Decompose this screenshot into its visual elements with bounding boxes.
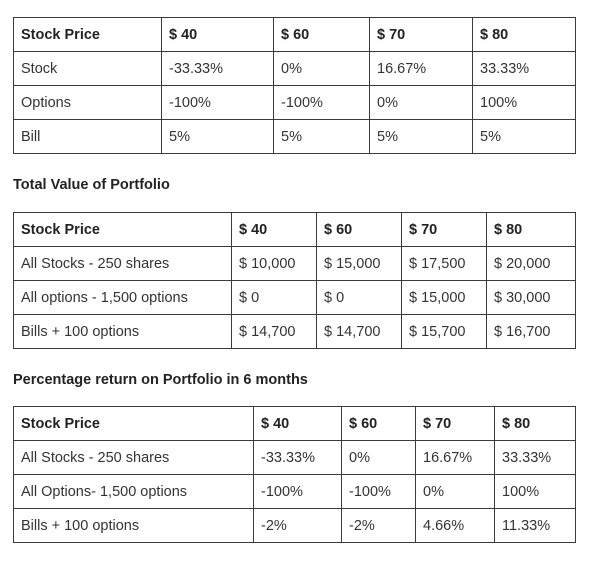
table-cell: $ 14,700 <box>231 314 317 349</box>
security-return-table: Stock Price $ 40 $ 60 $ 70 $ 80 Stock -3… <box>13 17 576 154</box>
table-cell: -100% <box>273 85 370 120</box>
row-label: Stock <box>13 51 162 86</box>
header-cell: $ 60 <box>273 17 370 52</box>
row-label: All Options- 1,500 options <box>13 474 254 509</box>
table-row: Bill 5% 5% 5% 5% <box>13 119 576 154</box>
table-cell: 5% <box>273 119 370 154</box>
table-cell: -100% <box>161 85 274 120</box>
table-header-row: Stock Price $ 40 $ 60 $ 70 $ 80 <box>13 212 576 247</box>
table-cell: $ 0 <box>231 280 317 315</box>
header-cell: Stock Price <box>13 406 254 441</box>
table-cell: -100% <box>341 474 416 509</box>
header-cell: $ 40 <box>161 17 274 52</box>
table-row: Stock -33.33% 0% 16.67% 33.33% <box>13 51 576 86</box>
table-header-row: Stock Price $ 40 $ 60 $ 70 $ 80 <box>13 17 576 52</box>
table-cell: $ 30,000 <box>486 280 576 315</box>
table-cell: 0% <box>369 85 473 120</box>
table-cell: 5% <box>161 119 274 154</box>
percentage-return-title: Percentage return on Portfolio in 6 mont… <box>13 372 308 388</box>
portfolio-value-table: Stock Price $ 40 $ 60 $ 70 $ 80 All Stoc… <box>13 212 576 349</box>
header-cell: $ 80 <box>486 212 576 247</box>
table-cell: 11.33% <box>494 508 576 543</box>
header-cell: $ 60 <box>316 212 402 247</box>
table-cell: $ 0 <box>316 280 402 315</box>
table-cell: 0% <box>273 51 370 86</box>
table-cell: $ 16,700 <box>486 314 576 349</box>
table-cell: -33.33% <box>253 440 342 475</box>
row-label: Options <box>13 85 162 120</box>
table-cell: $ 14,700 <box>316 314 402 349</box>
table-cell: 0% <box>415 474 495 509</box>
row-label: Bills + 100 options <box>13 508 254 543</box>
header-cell: $ 60 <box>341 406 416 441</box>
row-label: Bills + 100 options <box>13 314 232 349</box>
row-label: Bill <box>13 119 162 154</box>
table-row: All Stocks - 250 shares $ 10,000 $ 15,00… <box>13 246 576 281</box>
table-cell: $ 17,500 <box>401 246 487 281</box>
row-label: All options - 1,500 options <box>13 280 232 315</box>
header-cell: $ 70 <box>369 17 473 52</box>
table-cell: 100% <box>472 85 576 120</box>
header-cell: Stock Price <box>13 17 162 52</box>
table-cell: $ 10,000 <box>231 246 317 281</box>
table-row: All options - 1,500 options $ 0 $ 0 $ 15… <box>13 280 576 315</box>
table-cell: 4.66% <box>415 508 495 543</box>
percentage-return-table: Stock Price $ 40 $ 60 $ 70 $ 80 All Stoc… <box>13 406 576 543</box>
table-row: Bills + 100 options -2% -2% 4.66% 11.33% <box>13 508 576 543</box>
table-cell: $ 15,000 <box>316 246 402 281</box>
table-row: Options -100% -100% 0% 100% <box>13 85 576 120</box>
table-cell: 5% <box>369 119 473 154</box>
header-cell: $ 80 <box>472 17 576 52</box>
table-cell: 16.67% <box>369 51 473 86</box>
table-cell: 33.33% <box>494 440 576 475</box>
table-cell: 5% <box>472 119 576 154</box>
table-cell: -100% <box>253 474 342 509</box>
table-row: All Stocks - 250 shares -33.33% 0% 16.67… <box>13 440 576 475</box>
header-cell: $ 80 <box>494 406 576 441</box>
header-cell: $ 40 <box>231 212 317 247</box>
table-cell: -2% <box>253 508 342 543</box>
table-cell: 0% <box>341 440 416 475</box>
table-header-row: Stock Price $ 40 $ 60 $ 70 $ 80 <box>13 406 576 441</box>
table-cell: $ 15,000 <box>401 280 487 315</box>
table-row: Bills + 100 options $ 14,700 $ 14,700 $ … <box>13 314 576 349</box>
table-row: All Options- 1,500 options -100% -100% 0… <box>13 474 576 509</box>
portfolio-value-title: Total Value of Portfolio <box>13 177 170 193</box>
header-cell: Stock Price <box>13 212 232 247</box>
header-cell: $ 70 <box>415 406 495 441</box>
table-cell: -2% <box>341 508 416 543</box>
row-label: All Stocks - 250 shares <box>13 246 232 281</box>
table-cell: $ 15,700 <box>401 314 487 349</box>
table-cell: $ 20,000 <box>486 246 576 281</box>
header-cell: $ 40 <box>253 406 342 441</box>
table-cell: 16.67% <box>415 440 495 475</box>
table-cell: -33.33% <box>161 51 274 86</box>
row-label: All Stocks - 250 shares <box>13 440 254 475</box>
table-cell: 100% <box>494 474 576 509</box>
header-cell: $ 70 <box>401 212 487 247</box>
table-cell: 33.33% <box>472 51 576 86</box>
